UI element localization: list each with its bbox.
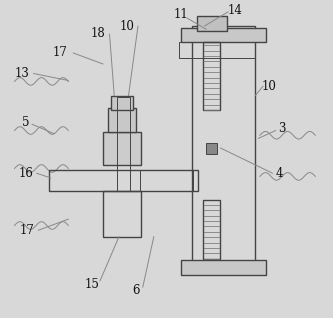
Text: 15: 15 — [85, 278, 100, 291]
Text: 3: 3 — [278, 122, 286, 135]
Text: 16: 16 — [18, 167, 33, 180]
Text: 10: 10 — [120, 19, 134, 32]
Text: 11: 11 — [173, 9, 188, 21]
Text: 10: 10 — [262, 80, 277, 93]
Text: 4: 4 — [275, 167, 283, 180]
Text: 13: 13 — [15, 67, 30, 80]
Bar — [108, 108, 137, 132]
Bar — [103, 191, 141, 237]
Bar — [196, 16, 227, 31]
Bar — [140, 170, 193, 191]
Text: 18: 18 — [91, 27, 106, 40]
Bar — [203, 200, 220, 259]
Bar — [206, 143, 217, 154]
Text: 14: 14 — [227, 4, 242, 17]
Bar — [111, 96, 133, 110]
Bar — [181, 260, 266, 274]
Bar — [203, 42, 220, 110]
Text: 6: 6 — [133, 284, 140, 297]
Bar — [103, 132, 141, 165]
Text: 17: 17 — [53, 46, 68, 59]
Text: 17: 17 — [20, 224, 35, 237]
Bar — [192, 26, 255, 273]
Bar — [49, 170, 198, 191]
Text: 5: 5 — [22, 116, 29, 129]
Bar — [118, 97, 130, 191]
Bar — [179, 42, 255, 58]
Bar — [181, 28, 266, 42]
